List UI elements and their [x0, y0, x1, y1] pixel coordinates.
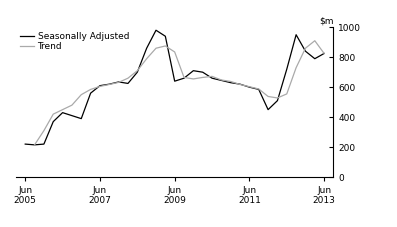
Seasonally Adjusted [200, 71, 205, 74]
Seasonally Adjusted [312, 57, 317, 60]
Seasonally Adjusted [135, 71, 140, 74]
Trend [182, 76, 187, 79]
Seasonally Adjusted [266, 108, 270, 111]
Seasonally Adjusted [294, 33, 299, 36]
Trend [51, 113, 56, 116]
Seasonally Adjusted [275, 99, 280, 102]
Trend [88, 88, 93, 91]
Seasonally Adjusted [51, 120, 56, 123]
Trend [191, 78, 196, 80]
Trend [228, 80, 233, 83]
Trend [312, 39, 317, 42]
Seasonally Adjusted [88, 92, 93, 94]
Seasonally Adjusted [163, 35, 168, 38]
Seasonally Adjusted [107, 83, 112, 86]
Trend [294, 66, 299, 69]
Seasonally Adjusted [256, 88, 261, 91]
Trend [144, 57, 149, 60]
Seasonally Adjusted [69, 114, 74, 117]
Seasonally Adjusted [210, 77, 214, 79]
Trend [275, 97, 280, 99]
Trend [219, 79, 224, 81]
Trend [266, 95, 270, 98]
Trend [163, 44, 168, 47]
Seasonally Adjusted [144, 47, 149, 49]
Seasonally Adjusted [284, 68, 289, 71]
Seasonally Adjusted [228, 81, 233, 84]
Seasonally Adjusted [98, 84, 102, 87]
Seasonally Adjusted [303, 50, 308, 53]
Trend [69, 104, 74, 106]
Trend [60, 108, 65, 111]
Seasonally Adjusted [32, 143, 37, 146]
Trend [303, 47, 308, 49]
Trend [125, 77, 130, 79]
Seasonally Adjusted [172, 80, 177, 83]
Seasonally Adjusted [322, 52, 326, 55]
Trend [135, 69, 140, 72]
Trend [238, 83, 243, 86]
Trend [322, 52, 326, 55]
Trend [32, 143, 37, 146]
Seasonally Adjusted [79, 117, 84, 120]
Trend [200, 76, 205, 79]
Seasonally Adjusted [60, 111, 65, 114]
Seasonally Adjusted [238, 83, 243, 86]
Trend [284, 93, 289, 95]
Text: $m: $m [319, 17, 333, 26]
Seasonally Adjusted [23, 143, 28, 146]
Seasonally Adjusted [247, 86, 252, 89]
Seasonally Adjusted [42, 143, 46, 146]
Trend [210, 75, 214, 78]
Trend [98, 85, 102, 88]
Trend [107, 83, 112, 86]
Trend [154, 47, 158, 49]
Seasonally Adjusted [125, 82, 130, 85]
Seasonally Adjusted [182, 77, 187, 79]
Seasonally Adjusted [116, 81, 121, 83]
Trend [79, 93, 84, 96]
Seasonally Adjusted [154, 29, 158, 32]
Trend [247, 85, 252, 88]
Line: Trend: Trend [35, 41, 324, 145]
Legend: Seasonally Adjusted, Trend: Seasonally Adjusted, Trend [20, 32, 129, 51]
Seasonally Adjusted [219, 79, 224, 82]
Trend [172, 51, 177, 53]
Line: Seasonally Adjusted: Seasonally Adjusted [25, 30, 324, 145]
Trend [42, 129, 46, 132]
Seasonally Adjusted [191, 69, 196, 72]
Trend [116, 81, 121, 84]
Trend [256, 88, 261, 90]
